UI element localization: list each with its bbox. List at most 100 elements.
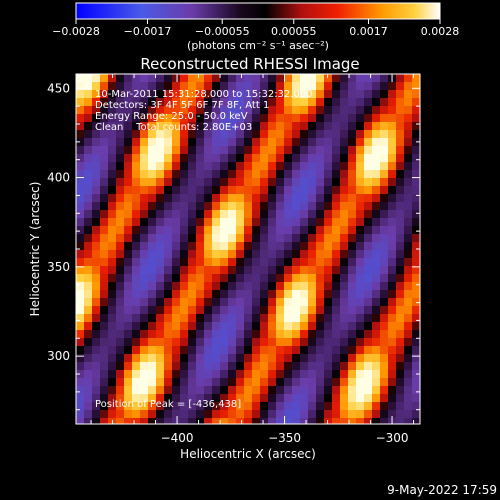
heatmap-cell [404,122,413,131]
heatmap-cell [172,106,181,115]
heatmap-cell [324,346,333,355]
heatmap-cell [148,98,157,107]
heatmap-cell [172,154,181,163]
heatmap-cell [220,106,229,115]
heatmap-cell [388,402,397,411]
heatmap-cell [316,138,325,147]
heatmap-cell [404,322,413,331]
heatmap-cell [84,162,93,171]
heatmap-cell [164,234,173,243]
heatmap-cell [188,274,197,283]
heatmap-cell [236,274,245,283]
heatmap-cell [124,298,133,307]
heatmap-cell [180,146,189,155]
heatmap-cell [316,130,325,139]
heatmap-cell [356,410,365,419]
heatmap-cell [396,98,405,107]
heatmap-cell [220,394,229,403]
heatmap-cell [124,394,133,403]
heatmap-cell [348,378,357,387]
heatmap-cell [332,122,341,131]
heatmap-cell [212,290,221,299]
heatmap-cell [140,146,149,155]
heatmap-cell [220,218,229,227]
heatmap-cell [236,410,245,419]
heatmap-cell [100,274,109,283]
heatmap-cell [76,202,85,211]
heatmap-cell [388,282,397,291]
heatmap-cell [220,354,229,363]
heatmap-cell [228,362,237,371]
heatmap-cell [196,346,205,355]
heatmap-cell [116,234,125,243]
heatmap-cell [276,162,285,171]
heatmap-cell [324,146,333,155]
heatmap-cell [92,122,101,131]
heatmap-cell [164,218,173,227]
heatmap-cell [244,306,253,315]
heatmap-cell [380,114,389,123]
heatmap-cell [180,402,189,411]
heatmap-cell [372,394,381,403]
heatmap-cell [244,410,253,419]
heatmap-cell [172,266,181,275]
heatmap-cell [172,402,181,411]
heatmap-cell [140,90,149,99]
heatmap-cell [340,186,349,195]
heatmap-cell [340,266,349,275]
heatmap-cell [412,146,420,155]
heatmap-cell [276,306,285,315]
heatmap-cell [108,314,117,323]
heatmap-cell [76,330,85,339]
heatmap-cell [372,410,381,419]
heatmap-cell [292,418,301,424]
heatmap-cell [396,258,405,267]
heatmap-cell [404,306,413,315]
heatmap-cell [140,330,149,339]
heatmap-cell [372,362,381,371]
heatmap-cell [404,74,413,83]
heatmap-cell [340,98,349,107]
heatmap-cell [124,330,133,339]
heatmap-cell [156,274,165,283]
heatmap-cell [228,370,237,379]
heatmap-cell [164,138,173,147]
heatmap-cell [380,346,389,355]
heatmap-cell [332,266,341,275]
heatmap-cell [228,378,237,387]
heatmap-cell [260,218,269,227]
heatmap-cell [196,370,205,379]
heatmap-cell [252,122,261,131]
heatmap-cell [220,370,229,379]
heatmap-cell [84,218,93,227]
heatmap-cell [252,114,261,123]
heatmap-cell [116,370,125,379]
heatmap-cell [380,330,389,339]
heatmap-cell [212,234,221,243]
heatmap-cell [404,258,413,267]
heatmap-cell [132,122,141,131]
heatmap-cell [404,82,413,91]
heatmap-cell [124,74,133,83]
heatmap-cell [404,234,413,243]
heatmap-cell [372,346,381,355]
heatmap-cell [412,234,420,243]
heatmap-cell [180,274,189,283]
heatmap-cell [148,234,157,243]
heatmap-cell [340,154,349,163]
heatmap-cell [196,202,205,211]
colorbar-tick-label: −0.0017 [124,25,172,38]
heatmap-cell [92,82,101,91]
heatmap-cell [148,82,157,91]
heatmap-cell [220,146,229,155]
heatmap-cell [84,226,93,235]
heatmap-cell [212,298,221,307]
heatmap-cell [268,82,277,91]
heatmap-cell [180,250,189,259]
heatmap-cell [364,82,373,91]
heatmap-cell [204,346,213,355]
heatmap-cell [212,330,221,339]
heatmap-cell [332,210,341,219]
heatmap-cell [76,410,85,419]
heatmap-cell [236,194,245,203]
